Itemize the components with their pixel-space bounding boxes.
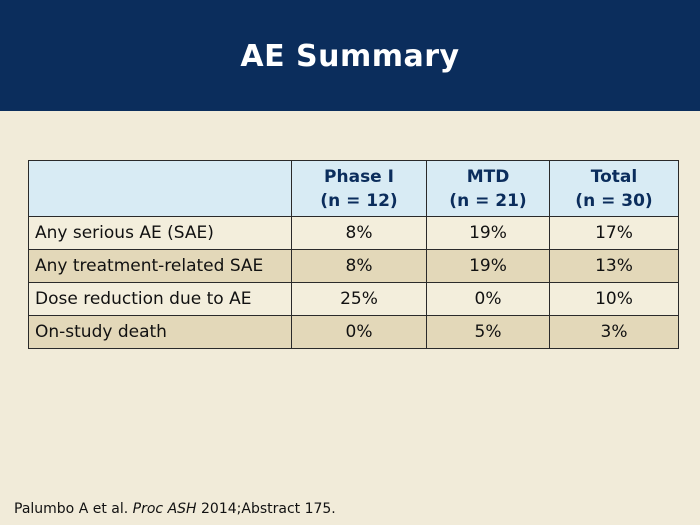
ae-summary-table: Phase I (n = 12) MTD (n = 21) Total (n =… — [28, 160, 679, 349]
citation-authors: Palumbo A et al. — [14, 501, 129, 517]
cell-phase-i: 8% — [291, 249, 427, 283]
table-row: On-study death 0% 5% 3% — [28, 315, 679, 349]
cell-total: 10% — [549, 282, 679, 316]
cell-mtd: 5% — [426, 315, 550, 349]
header-cell-total: Total (n = 30) — [549, 160, 679, 217]
cell-total: 3% — [549, 315, 679, 349]
table-row: Dose reduction due to AE 25% 0% 10% — [28, 282, 679, 316]
cell-phase-i: 0% — [291, 315, 427, 349]
header-name: MTD — [466, 166, 510, 187]
header-cell-blank — [28, 160, 292, 217]
citation-details: 2014;Abstract 175. — [201, 501, 336, 517]
header-subtitle: (n = 21) — [449, 190, 527, 211]
row-label: Dose reduction due to AE — [28, 282, 292, 316]
cell-phase-i: 25% — [291, 282, 427, 316]
title-bar: AE Summary — [0, 0, 700, 111]
cell-mtd: 19% — [426, 249, 550, 283]
cell-total: 13% — [549, 249, 679, 283]
cell-mtd: 0% — [426, 282, 550, 316]
cell-total: 17% — [549, 216, 679, 250]
header-subtitle: (n = 12) — [320, 190, 398, 211]
row-label: Any serious AE (SAE) — [28, 216, 292, 250]
row-label: Any treatment-related SAE — [28, 249, 292, 283]
row-label: On-study death — [28, 315, 292, 349]
slide-title: AE Summary — [240, 39, 460, 74]
header-name: Total — [590, 166, 638, 187]
header-cell-mtd: MTD (n = 21) — [426, 160, 550, 217]
cell-mtd: 19% — [426, 216, 550, 250]
citation-journal: Proc ASH — [132, 501, 197, 517]
header-name: Phase I — [324, 166, 394, 187]
cell-phase-i: 8% — [291, 216, 427, 250]
table-header-row: Phase I (n = 12) MTD (n = 21) Total (n =… — [28, 160, 679, 217]
citation: Palumbo A et al. Proc ASH 2014;Abstract … — [14, 499, 336, 519]
table-row: Any treatment-related SAE 8% 19% 13% — [28, 249, 679, 283]
header-cell-phase-i: Phase I (n = 12) — [291, 160, 427, 217]
table-row: Any serious AE (SAE) 8% 19% 17% — [28, 216, 679, 250]
header-subtitle: (n = 30) — [575, 190, 653, 211]
